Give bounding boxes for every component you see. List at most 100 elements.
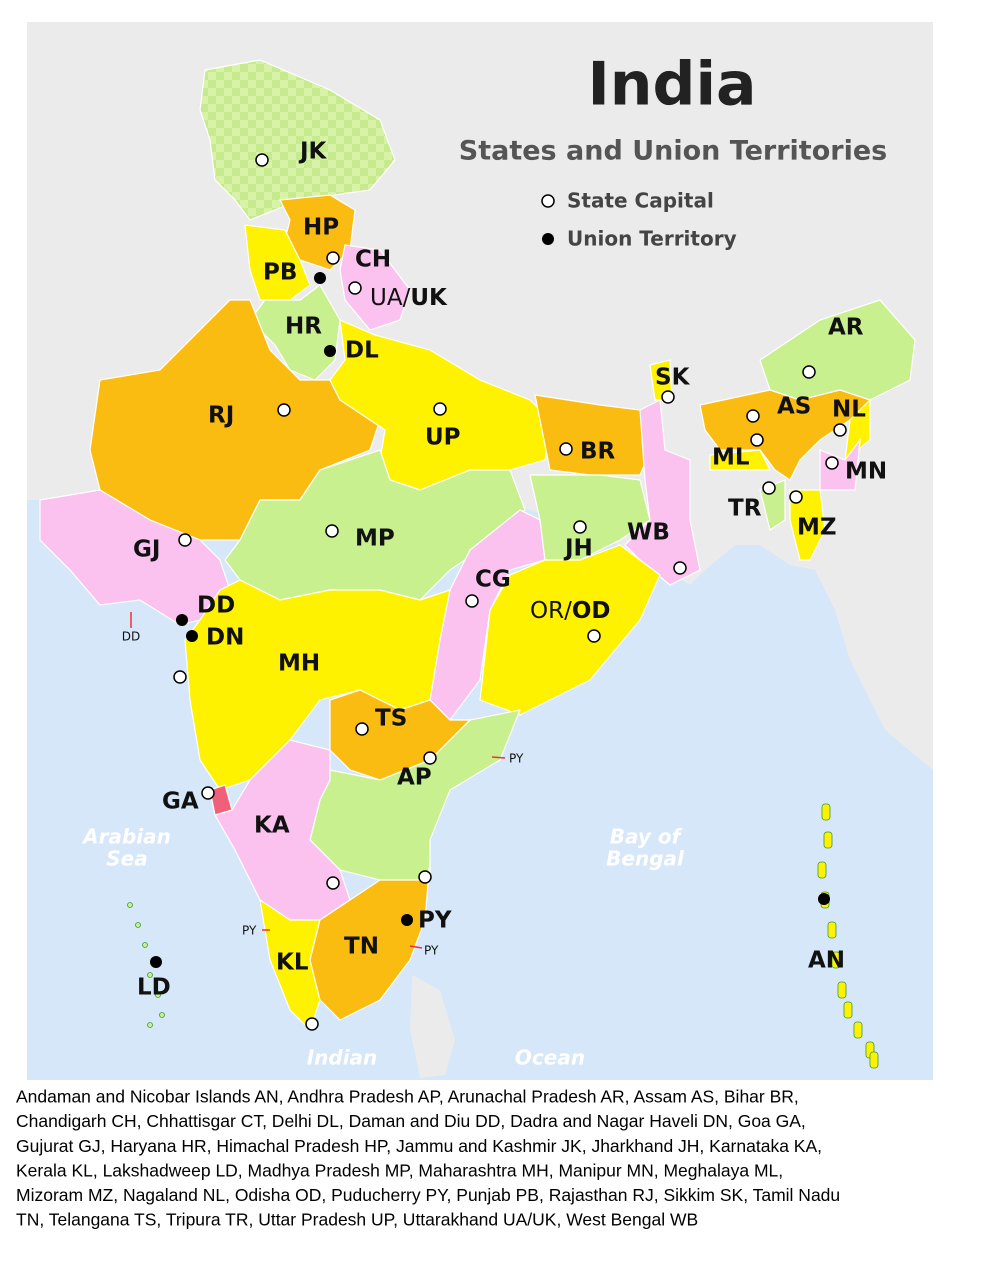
- state-shape: [479, 544, 661, 716]
- state-capital: [348, 281, 362, 295]
- region-label: TS: [375, 706, 407, 732]
- legend-label: State Capital: [567, 189, 714, 213]
- state-capital: [355, 722, 369, 736]
- state-capital: [750, 433, 764, 447]
- region-label: KL: [276, 950, 309, 976]
- state-shape: [709, 449, 771, 471]
- state-shape: [789, 489, 826, 561]
- legend-ut-symbol: [542, 233, 554, 245]
- region-label: OR/OD: [530, 598, 611, 624]
- state-capital: [661, 390, 675, 404]
- footnote-line: TN, Telangana TS, Tripura TR, Uttar Prad…: [16, 1210, 698, 1230]
- pointer: [409, 945, 423, 949]
- state-shape: [699, 389, 872, 481]
- state-capital: [433, 402, 447, 416]
- region-label: MZ: [797, 515, 837, 541]
- region-label: WB: [627, 520, 670, 546]
- region-label: DD: [197, 593, 235, 619]
- state-capital: [465, 594, 479, 608]
- region-label-part: UK: [410, 285, 448, 311]
- state-shape: [339, 244, 411, 331]
- sri-lanka: [410, 975, 455, 1078]
- state-shape: [529, 474, 651, 561]
- state-shape: [844, 398, 871, 462]
- state-capital: [746, 409, 760, 423]
- region-label: JK: [298, 139, 328, 165]
- water-label: Indian: [307, 1046, 378, 1070]
- region-label: UA/UK: [370, 285, 448, 311]
- state-capital: [833, 423, 847, 437]
- region-label-part: UA/: [370, 285, 411, 311]
- state-shape: [244, 224, 311, 301]
- map-subtitle: States and Union Territories: [459, 136, 887, 167]
- small-label: PY: [424, 944, 439, 958]
- region-label: CH: [355, 247, 391, 273]
- union-territory: [186, 630, 198, 642]
- region-label: RJ: [208, 403, 234, 429]
- region-label: MN: [845, 459, 887, 485]
- water-label: Bengal: [606, 847, 685, 871]
- union-territory: [818, 893, 830, 905]
- region-label: PB: [263, 260, 297, 286]
- region-label: AR: [828, 315, 864, 341]
- state-capital: [173, 670, 187, 684]
- region-label: UP: [425, 425, 461, 451]
- state-capital: [673, 561, 687, 575]
- state-shape: [209, 784, 233, 816]
- state-capital: [255, 153, 269, 167]
- footnote-line: Andaman and Nicobar Islands AN, Andhra P…: [16, 1087, 799, 1107]
- small-label: DD: [122, 630, 140, 644]
- region-label: KA: [254, 813, 290, 839]
- state-capital: [326, 251, 340, 265]
- region-label: MH: [278, 651, 320, 677]
- region-label: GJ: [133, 537, 160, 563]
- island: [817, 861, 827, 879]
- region-label: TN: [344, 934, 379, 960]
- state-capital: [178, 533, 192, 547]
- region-label: GA: [162, 789, 199, 815]
- region-label: HR: [285, 314, 322, 340]
- state-capital: [789, 490, 803, 504]
- island: [827, 921, 837, 939]
- map-title: India: [587, 50, 756, 120]
- island: [821, 803, 831, 821]
- legend-label: Union Territory: [567, 227, 737, 251]
- region-label: HP: [303, 215, 339, 241]
- island: [142, 942, 148, 948]
- state-capital: [326, 876, 340, 890]
- small-label: PY: [509, 752, 524, 766]
- pointer: [491, 756, 506, 759]
- region-label: PY: [418, 908, 452, 934]
- state-capital: [825, 456, 839, 470]
- region-label: BR: [580, 439, 616, 465]
- region-label-part: OD: [572, 598, 611, 624]
- state-shape: [279, 194, 356, 271]
- state-shape: [624, 399, 701, 586]
- small-label: PY: [242, 924, 257, 938]
- state-capital: [423, 751, 437, 765]
- union-territory: [314, 272, 326, 284]
- state-capital: [325, 524, 339, 538]
- state-capital: [762, 481, 776, 495]
- island: [135, 922, 141, 928]
- union-territory: [401, 914, 413, 926]
- footnote-line: Gujurat GJ, Haryana HR, Himachal Pradesh…: [16, 1136, 822, 1156]
- island: [147, 1022, 153, 1028]
- water-label: Arabian: [81, 825, 171, 849]
- island: [853, 1021, 863, 1039]
- state-shape: [309, 859, 431, 1021]
- island: [869, 1051, 879, 1069]
- island: [837, 981, 847, 999]
- union-territory: [176, 614, 188, 626]
- state-capital: [802, 365, 816, 379]
- water-label: Ocean: [515, 1046, 585, 1070]
- union-territory: [324, 345, 336, 357]
- state-capital: [418, 870, 432, 884]
- legend-capital-symbol: [541, 194, 555, 208]
- region-label: SK: [655, 365, 691, 391]
- state-capital: [305, 1017, 319, 1031]
- state-capital: [587, 629, 601, 643]
- region-label: AN: [808, 948, 845, 974]
- region-label: MP: [355, 526, 395, 552]
